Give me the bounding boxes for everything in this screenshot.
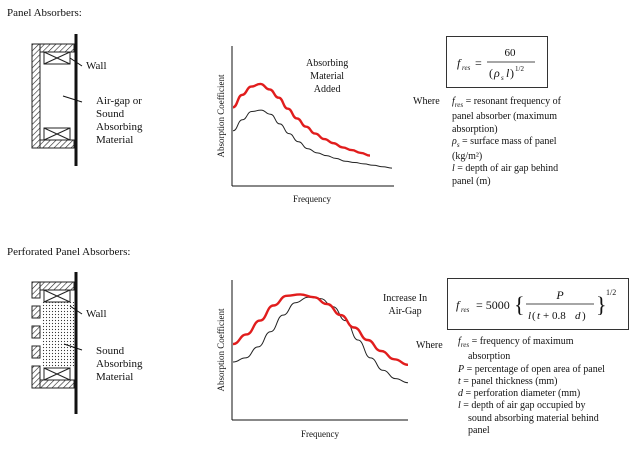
definition-line: t = panel thickness (mm) — [458, 375, 558, 387]
definition-line: d = perforation diameter (mm) — [458, 388, 581, 400]
gap-pointer — [62, 95, 83, 103]
svg-text:60: 60 — [505, 47, 517, 59]
series-line-base — [232, 296, 409, 384]
gap-label-line: Material — [96, 134, 134, 146]
series-line-increased-gap — [232, 293, 409, 366]
svg-text:1/2: 1/2 — [606, 288, 616, 297]
material-label-line: Absorbing — [96, 358, 143, 370]
series-line-absorbing-added — [232, 82, 371, 157]
definition-line: panel (m) — [452, 175, 491, 187]
svg-text:+ 0.8: + 0.8 — [543, 310, 566, 322]
perforated-panel — [31, 281, 41, 389]
curve-label-line: Material — [310, 71, 345, 82]
svg-text:d: d — [575, 310, 581, 322]
panel-wall-label: Wall — [86, 60, 107, 72]
panel-formula-graphic: f res = 60 ( ρ s l ) 1/2 — [457, 47, 535, 82]
svg-text:= 5000: = 5000 — [476, 298, 510, 312]
perforated-wall-label: Wall — [86, 308, 107, 320]
definition-line: sound absorbing material behind — [468, 412, 599, 424]
svg-text:1/2: 1/2 — [515, 65, 524, 73]
perforated-formula-graphic: f res = 5000 { P l ( t + 0.8 d ) } 1/2 — [456, 288, 616, 322]
material-pointer — [63, 343, 83, 351]
svg-text:res: res — [462, 64, 471, 72]
definition-line: absorption — [468, 351, 511, 363]
panel-wall-diagram — [31, 34, 83, 166]
svg-text:{: { — [514, 292, 525, 317]
svg-text:ρ: ρ — [493, 66, 500, 80]
panel-heading: Panel Absorbers: — [7, 7, 82, 19]
y-axis-label: Absorption Coefficient — [216, 308, 226, 392]
svg-text:t: t — [537, 310, 541, 322]
absorbing-material-fill — [41, 302, 74, 368]
wall-pointer — [69, 57, 83, 67]
perforated-absorption-chart: Absorption Coefficient Frequency — [216, 280, 409, 439]
series-line-base — [232, 109, 393, 169]
perforated-heading: Perforated Panel Absorbers: — [7, 246, 131, 258]
svg-text:(: ( — [532, 310, 536, 322]
svg-text:): ) — [582, 310, 586, 322]
batten-blocks — [43, 51, 71, 141]
material-label-line: Sound — [96, 345, 125, 357]
svg-text:s: s — [501, 74, 504, 82]
perforated-formula: f res = 5000 { P l ( t + 0.8 d ) } 1/2 — [447, 278, 629, 330]
curve-label-line: Added — [313, 84, 341, 95]
wall-pointer — [69, 305, 83, 315]
curve-label-line: Air-Gap — [388, 306, 422, 317]
perforated-where: Where — [416, 340, 443, 351]
definition-line: (kg/m²) — [452, 151, 483, 163]
panel-where: Where — [413, 96, 440, 107]
panel-definitions: fres = resonant frequency of panel absor… — [452, 96, 561, 188]
gap-label-line: Air-gap or — [96, 95, 142, 107]
panel-gap-label: Air-gap or Sound Absorbing Material — [96, 95, 142, 147]
gap-label-line: Absorbing — [96, 121, 143, 133]
material-label-line: Material — [96, 371, 134, 383]
perforated-wall-diagram — [31, 272, 83, 414]
perforated-material-label: Sound Absorbing Material — [96, 345, 142, 384]
curve-label-line: Increase In — [383, 293, 428, 304]
svg-text:P: P — [555, 288, 564, 302]
svg-text:(: ( — [489, 66, 493, 80]
definition-line: l = depth of air gap behind — [452, 163, 559, 175]
definition-line: ρs = surface mass of panel — [452, 135, 557, 149]
definition-line: panel absorber (maximum — [452, 111, 557, 123]
x-axis-label: Frequency — [301, 429, 339, 439]
panel-formula: f res = 60 ( ρ s l ) 1/2 — [446, 36, 548, 88]
perforated-definitions: fres = frequency of maximum absorption P… — [458, 336, 605, 437]
svg-text:l: l — [506, 66, 510, 80]
gap-label-line: Sound — [96, 108, 125, 120]
definition-line: panel — [468, 425, 490, 437]
definition-line: absorption) — [452, 123, 498, 135]
svg-text:f: f — [457, 56, 462, 70]
svg-text:f: f — [456, 298, 461, 312]
svg-text:res: res — [461, 306, 470, 314]
definition-line: fres = resonant frequency of — [452, 96, 561, 109]
curve-label-line: Absorbing — [306, 58, 349, 69]
svg-text:): ) — [510, 66, 514, 80]
perforated-curve-label: Increase In Air-Gap — [383, 292, 427, 318]
definition-line: P = percentage of open area of panel — [458, 363, 605, 375]
svg-text:l: l — [528, 310, 531, 322]
definition-line: fres = frequency of maximum — [458, 336, 574, 349]
definition-line: l = depth of air gap occupied by — [458, 400, 586, 412]
panel-curve-label: Absorbing Material Added — [306, 57, 348, 96]
x-axis-label: Frequency — [293, 194, 331, 204]
svg-text:}: } — [596, 292, 607, 317]
panel-absorption-chart: Absorption Coefficient Frequency — [216, 46, 394, 204]
svg-text:=: = — [475, 56, 482, 70]
y-axis-label: Absorption Coefficient — [216, 74, 226, 158]
